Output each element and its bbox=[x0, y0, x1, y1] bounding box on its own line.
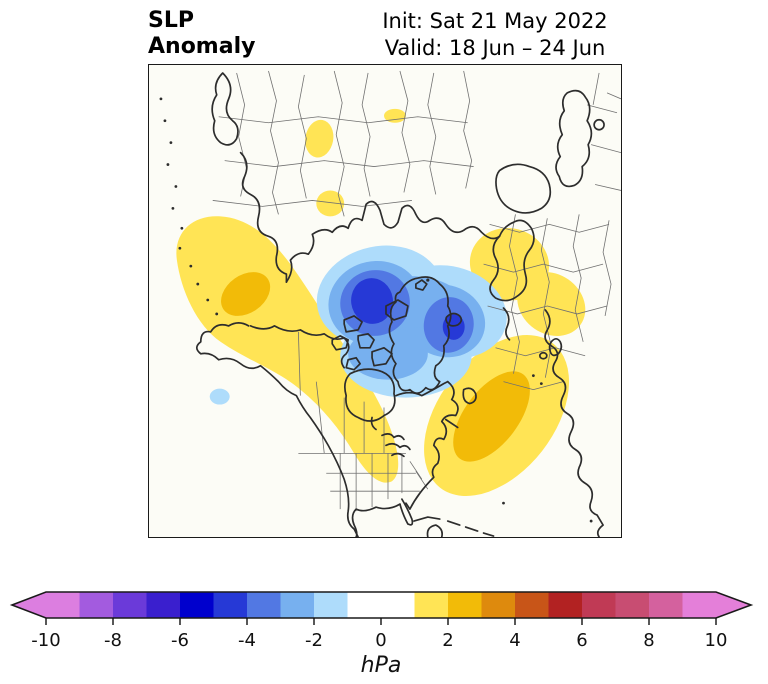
valid-range-label: Valid: 18 Jun – 24 Jun bbox=[384, 36, 606, 60]
europe-positive-blob-b bbox=[517, 272, 586, 336]
colorbar-tick-labels: -10 -8 -6 -4 -2 0 2 4 6 8 10 bbox=[31, 618, 727, 651]
plot-title-line1: SLP bbox=[148, 8, 194, 33]
colorbar-unit-label: hPa bbox=[361, 653, 402, 678]
colorbar-tick-label: -10 bbox=[31, 630, 60, 651]
pacific-positive-core bbox=[221, 272, 271, 316]
colorbar-tick-label: -6 bbox=[171, 630, 189, 651]
colorbar-segment bbox=[247, 592, 281, 618]
colorbar-segment bbox=[448, 592, 482, 618]
anomaly-map bbox=[159, 70, 621, 537]
colorbar-segment bbox=[314, 592, 348, 618]
map-panel bbox=[148, 64, 622, 538]
coastlines bbox=[195, 72, 605, 537]
colorbar-tick-label: 0 bbox=[375, 630, 386, 651]
plot-title-line2: Anomaly bbox=[148, 34, 256, 59]
colorbar-tick-label: 10 bbox=[705, 630, 728, 651]
political-borders bbox=[212, 70, 621, 512]
plot-title: SLP Anomaly bbox=[148, 8, 255, 60]
colorbar-cells bbox=[46, 592, 717, 618]
positive-anomaly-2to3 bbox=[221, 272, 530, 462]
atlantic-positive-core bbox=[453, 371, 530, 462]
colorbar-segment bbox=[213, 592, 248, 618]
colorbar-segment bbox=[548, 592, 583, 618]
colorbar-extend-right-arrow bbox=[716, 592, 751, 618]
colorbar-segment bbox=[582, 592, 616, 618]
colorbar-tick-label: 8 bbox=[643, 630, 654, 651]
colorbar-tick-label: -4 bbox=[238, 630, 256, 651]
colorbar-segment bbox=[615, 592, 650, 618]
colorbar-segment bbox=[682, 592, 717, 618]
colorbar: -10 -8 -6 -4 -2 0 2 4 6 8 10 hPa bbox=[9, 591, 754, 678]
init-date-label: Init: Sat 21 May 2022 bbox=[382, 9, 608, 33]
colorbar-tick-label: 4 bbox=[509, 630, 520, 651]
colorbar-segment bbox=[113, 592, 147, 618]
colorbar-segment bbox=[515, 592, 549, 618]
colorbar-segment bbox=[649, 592, 683, 618]
colorbar-tick-label: -2 bbox=[305, 630, 323, 651]
colorbar-segment bbox=[280, 592, 315, 618]
siberia-patch-a bbox=[305, 119, 334, 158]
colorbar-segment bbox=[46, 592, 80, 618]
colorbar-segment bbox=[79, 592, 114, 618]
colorbar-extend-left-arrow bbox=[12, 592, 46, 618]
island-dots bbox=[159, 97, 593, 523]
colorbar-segment bbox=[414, 592, 449, 618]
colorbar-segment bbox=[146, 592, 181, 618]
arctic-negative-core-main bbox=[351, 278, 394, 324]
colorbar-segment bbox=[180, 592, 214, 618]
colorbar-tick-label: 6 bbox=[576, 630, 587, 651]
run-info: Init: Sat 21 May 2022 Valid: 18 Jun – 24… bbox=[330, 8, 660, 62]
colorbar-segment bbox=[347, 592, 382, 618]
siberia-patch-c bbox=[316, 190, 345, 217]
colorbar-tick-label: 2 bbox=[442, 630, 453, 651]
pacific-negative-spot bbox=[209, 388, 230, 405]
colorbar-segment bbox=[481, 592, 516, 618]
colorbar-tick-label: -8 bbox=[104, 630, 122, 651]
colorbar-segment bbox=[381, 592, 415, 618]
